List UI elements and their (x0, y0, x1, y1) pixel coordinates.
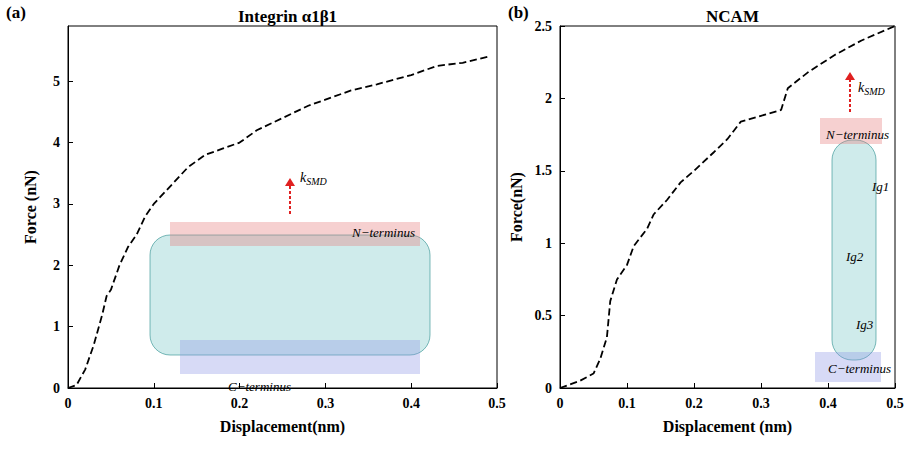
svg-text:Force(nN): Force(nN) (508, 172, 526, 242)
svg-text:0.2: 0.2 (685, 396, 703, 411)
svg-text:0.5: 0.5 (488, 396, 506, 411)
svg-text:0.3: 0.3 (752, 396, 770, 411)
svg-text:(a): (a) (6, 3, 26, 22)
svg-text:k: k (300, 169, 307, 185)
svg-text:0: 0 (545, 381, 552, 396)
svg-text:4: 4 (53, 135, 60, 150)
svg-text:0.3: 0.3 (317, 396, 335, 411)
svg-text:Displacement (nm): Displacement (nm) (663, 418, 792, 436)
svg-text:2: 2 (53, 258, 60, 273)
svg-text:3: 3 (53, 196, 60, 211)
svg-text:0: 0 (557, 396, 564, 411)
svg-text:0: 0 (53, 381, 60, 396)
svg-text:0.5: 0.5 (886, 396, 904, 411)
svg-text:Force (nN): Force (nN) (22, 170, 40, 244)
svg-text:SMD: SMD (306, 176, 327, 187)
svg-text:0.2: 0.2 (231, 396, 249, 411)
svg-text:Integrin α1β1: Integrin α1β1 (238, 7, 337, 26)
svg-text:(b): (b) (508, 3, 529, 22)
svg-text:0.5: 0.5 (535, 308, 553, 323)
svg-text:Ig1: Ig1 (871, 179, 889, 194)
svg-text:0.1: 0.1 (618, 396, 636, 411)
svg-text:0.4: 0.4 (402, 396, 420, 411)
svg-text:2: 2 (545, 91, 552, 106)
svg-text:Ig3: Ig3 (855, 317, 874, 332)
svg-text:1: 1 (53, 319, 60, 334)
svg-text:0.1: 0.1 (145, 396, 163, 411)
svg-text:2.5: 2.5 (535, 19, 553, 34)
svg-text:0.4: 0.4 (819, 396, 837, 411)
svg-text:5: 5 (53, 74, 60, 89)
svg-text:Ig2: Ig2 (845, 249, 864, 264)
svg-text:1: 1 (545, 236, 552, 251)
svg-text:C−terminus: C−terminus (228, 379, 291, 394)
svg-text:Displacement(nm): Displacement(nm) (220, 418, 345, 436)
svg-text:k: k (858, 79, 865, 95)
svg-text:SMD: SMD (864, 86, 885, 97)
svg-text:NCAM: NCAM (706, 7, 759, 26)
svg-text:N−terminus: N−terminus (825, 127, 889, 142)
svg-text:1.5: 1.5 (535, 163, 553, 178)
svg-text:C−terminus: C−terminus (828, 361, 891, 376)
svg-text:N−terminus: N−terminus (351, 225, 415, 240)
svg-text:0: 0 (65, 396, 72, 411)
